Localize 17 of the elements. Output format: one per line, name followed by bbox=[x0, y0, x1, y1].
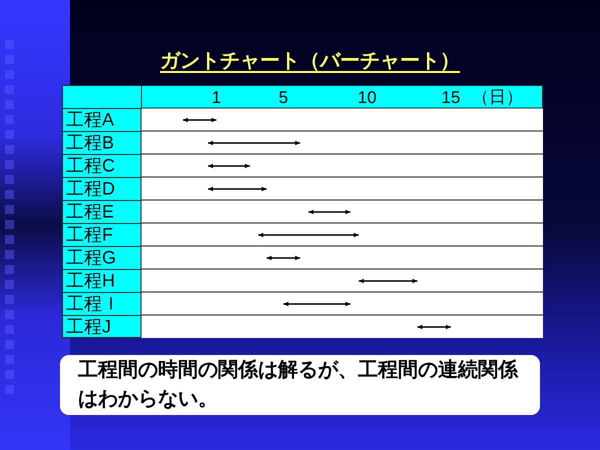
y-tick-label: 工程J bbox=[66, 316, 111, 336]
x-tick-label: 15 bbox=[441, 88, 460, 107]
y-tick-label: 工程E bbox=[66, 202, 114, 222]
y-tick-label: 工程D bbox=[66, 178, 115, 198]
text: 工程間の時間の関係は解るが、工程間の連続関係はわからない。 bbox=[78, 358, 520, 412]
x-tick-label: 5 bbox=[278, 88, 288, 107]
y-tick-label: 工程G bbox=[66, 248, 116, 268]
y-tick-label: 工程B bbox=[66, 132, 114, 152]
x-tick-label: 10 bbox=[358, 88, 377, 107]
y-tick-label: 工程C bbox=[66, 156, 115, 176]
chart-title: ガントチャート（バーチャート） bbox=[159, 49, 461, 74]
y-tick-label: 工程Ｉ bbox=[66, 294, 120, 314]
y-tick-label: 工程A bbox=[66, 110, 114, 130]
y-tick-label: 工程H bbox=[66, 270, 115, 290]
y-tick-label: 工程F bbox=[66, 224, 113, 244]
x-tick-label: 1 bbox=[212, 88, 222, 107]
x-axis-title: （日） bbox=[472, 88, 523, 107]
